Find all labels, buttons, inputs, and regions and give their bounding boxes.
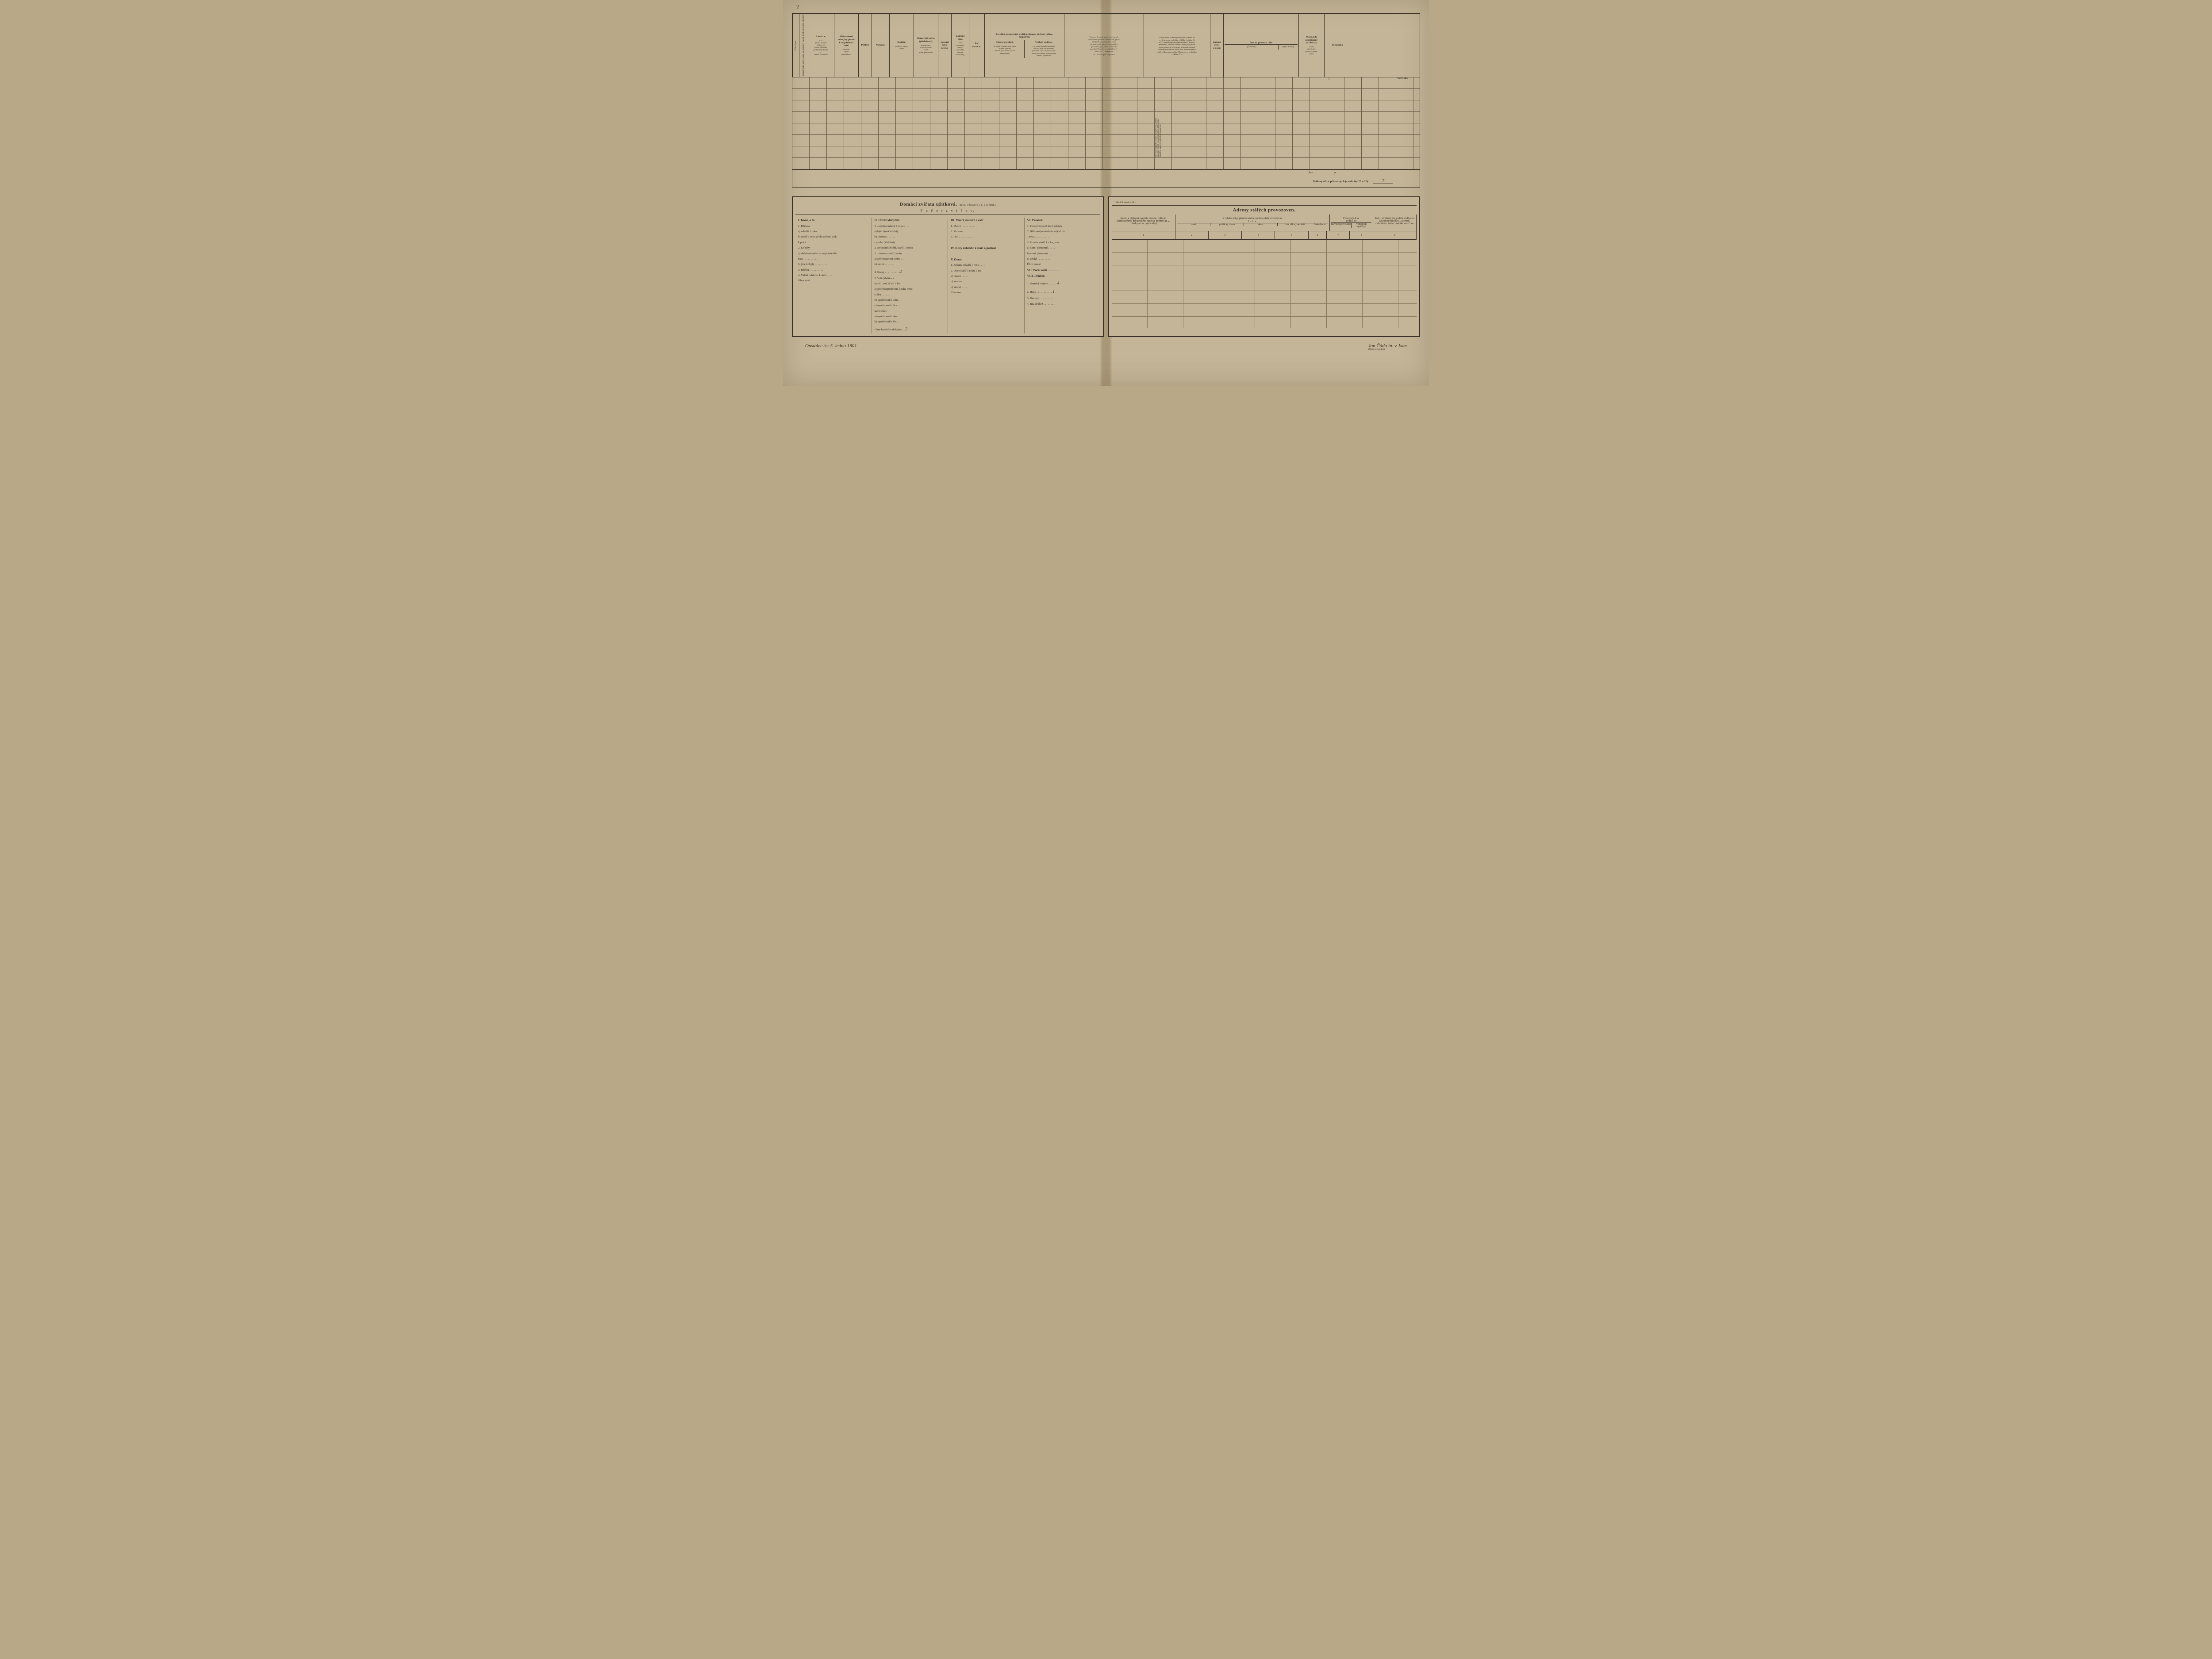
signature-name: Jan Čáda in. v. kom (Místo pro podpis) — [1368, 343, 1407, 351]
col-osoby-povolani: Osoby, které v hlavním povolání (rubrika… — [1144, 14, 1210, 77]
col-domovske-pravo: Domovské právo (příslušnost), místní obe… — [914, 14, 938, 77]
col-pribuzenstvi: Příbuzenství nebo jiný poměr k majetníko… — [834, 14, 859, 77]
col-znalost: Znalost čtení a psaní — [1210, 14, 1224, 77]
animals-title: Domácí zvířata užitková. (Srov. odstavec… — [795, 200, 1100, 209]
animals-col-kone: I. Koně, a to: 1. Hříbata: a) mladší 1 r… — [795, 218, 872, 333]
data-area: Přenáška . . 7 Zde buď zapsáno toliko an… — [792, 77, 1420, 170]
animals-col-mezci: III. Mezci, mulové a osli: 1. Mezci . . … — [948, 218, 1025, 333]
vesker-row: Veškerý úhrn přítomných (z rubriky 25 a … — [792, 178, 1420, 187]
col-pohlavi: Pohlaví — [859, 14, 872, 77]
adresy-panel: * (Patří k rubrice 20.) Adresy stálých p… — [1108, 196, 1420, 337]
uhrn-row: Úhrn . . 7 — [792, 170, 1420, 178]
col-poznamka: Poznámka — [1325, 14, 1350, 77]
col-misto: Místo, kde nepřítomný se zdržuje, osada,… — [1299, 14, 1325, 77]
col-rodiste: Rodiště, politický okres, země — [890, 14, 914, 77]
col-dne: Dne 31. prosince 1900 přítomný nepří- to… — [1224, 14, 1299, 77]
signature-place: Oustalec dne 5. ledna 1901 — [805, 343, 857, 351]
animals-columns: I. Koně, a to: 1. Hříbata: a) mladší 1 r… — [795, 218, 1100, 333]
col-rec: Řeč obcovací — [969, 14, 985, 77]
census-page: 2 Číslo bytu Běžné číslo osob, které ku … — [783, 0, 1429, 386]
animals-panel: Domácí zvířata užitková. (Srov. odstavec… — [792, 196, 1104, 337]
col-povolani: Povolání, zaměstnání, výdělek, živnost, … — [985, 14, 1064, 77]
adresy-col-nums: 1 2 3 4 5 6 7 8 9 — [1112, 231, 1417, 240]
uhrn-label: Úhrn . . — [1308, 172, 1316, 176]
lower-section: Domácí zvířata užitková. (Srov. odstavec… — [792, 196, 1420, 337]
adresy-note: * (Patří k rubrice 20.) — [1112, 200, 1417, 206]
animals-col-hovezi: II. Hovězí dobytek: 1. Jalovina mladší 1… — [872, 218, 949, 333]
slepice-value: 4 — [1057, 281, 1059, 286]
col-vyznani: Vyznání nábo- ženské — [938, 14, 952, 77]
uhrn-value: 7 — [1333, 172, 1336, 176]
vesker-value: 7 — [1373, 179, 1393, 184]
col-rodinny-stav: Rodinný stav, zda svobodný, ženatý, ovdo… — [952, 14, 969, 77]
hovezi-uhrn-value: 2 — [905, 327, 907, 332]
adresy-title: Adresy stálých provozoven. — [1112, 206, 1417, 215]
col-narozeni: Narození — [872, 14, 890, 77]
col-osoby-zivnosti: Osoby v živnosti, průmyslovém neb obchod… — [1064, 14, 1144, 77]
column-headers: Číslo bytu Běžné číslo osob, které ku ka… — [792, 14, 1420, 77]
page-number: 2 — [796, 4, 799, 10]
husy-value: 1 — [1052, 289, 1055, 294]
col-bezne-cislo: Běžné číslo osob, které ku každé v domě … — [799, 14, 808, 77]
upper-table: Číslo bytu Běžné číslo osob, které ku ka… — [792, 13, 1420, 188]
animals-col-prasata: VI. Prasata: 1. Podsvinčata až do 3 měsí… — [1025, 218, 1101, 333]
adresy-data-rows — [1112, 240, 1417, 328]
vertical-note: Zde buď zapsáno toliko ano nebo ne, adre… — [1155, 86, 1162, 157]
adresy-header-top: Jméno a příjmení majitele závodu, ředite… — [1112, 215, 1417, 231]
col-jmeno: J m é n o, a to jméno rodinné (příjmení)… — [808, 14, 834, 77]
prenaska-value: 7 — [1328, 77, 1330, 81]
col-cislo-bytu: Číslo bytu — [792, 14, 799, 77]
kravy-value: 2 — [899, 269, 902, 274]
pocet-zvirat: P o č e t z v í ř a t. — [795, 209, 1100, 215]
signature-row: Oustalec dne 5. ledna 1901 Jan Čáda in. … — [792, 343, 1420, 351]
prenaska-label: Přenáška . . — [1397, 77, 1411, 80]
